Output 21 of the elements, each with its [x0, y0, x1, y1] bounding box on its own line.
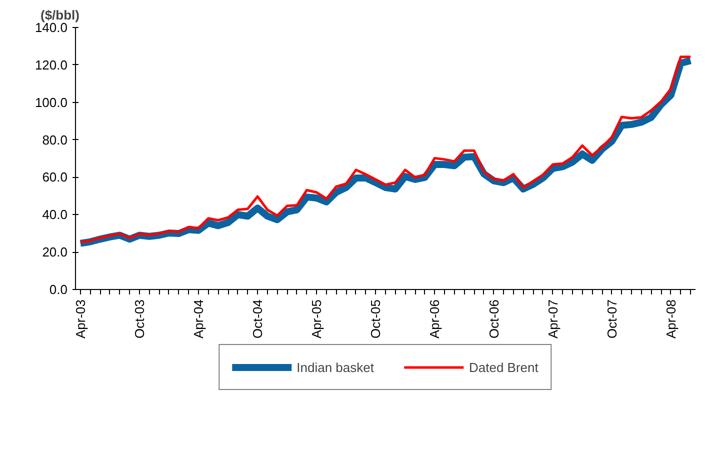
x-tick-label: Oct-06: [486, 299, 502, 339]
x-tick-label: Oct-07: [604, 299, 620, 339]
x-tick-label: Apr-03: [72, 299, 88, 339]
x-tick-label: Apr-08: [663, 299, 678, 339]
x-tick-label: Oct-03: [132, 299, 147, 339]
x-tick-label: Oct-05: [368, 299, 384, 339]
y-tick-label: 80.0: [42, 132, 68, 148]
x-tick-label: Apr-04: [191, 299, 206, 339]
y-tick-label: 120.0: [34, 57, 68, 72]
x-tick-label: Oct-04: [250, 299, 266, 339]
y-tick-label: 20.0: [42, 244, 68, 260]
legend-label: Indian basket: [296, 360, 374, 374]
y-tick-label: 40.0: [42, 207, 68, 222]
y-tick-label: 0.0: [49, 282, 68, 297]
y-tick-label: 100.0: [34, 94, 68, 110]
y-tick-label: 60.0: [42, 170, 68, 185]
legend-label: Dated Brent: [468, 360, 538, 374]
x-tick-label: Apr-06: [427, 299, 442, 339]
x-tick-label: Apr-05: [309, 299, 324, 339]
y-axis-title: ($/bbl): [40, 8, 80, 22]
x-tick-label: Apr-07: [545, 299, 560, 339]
